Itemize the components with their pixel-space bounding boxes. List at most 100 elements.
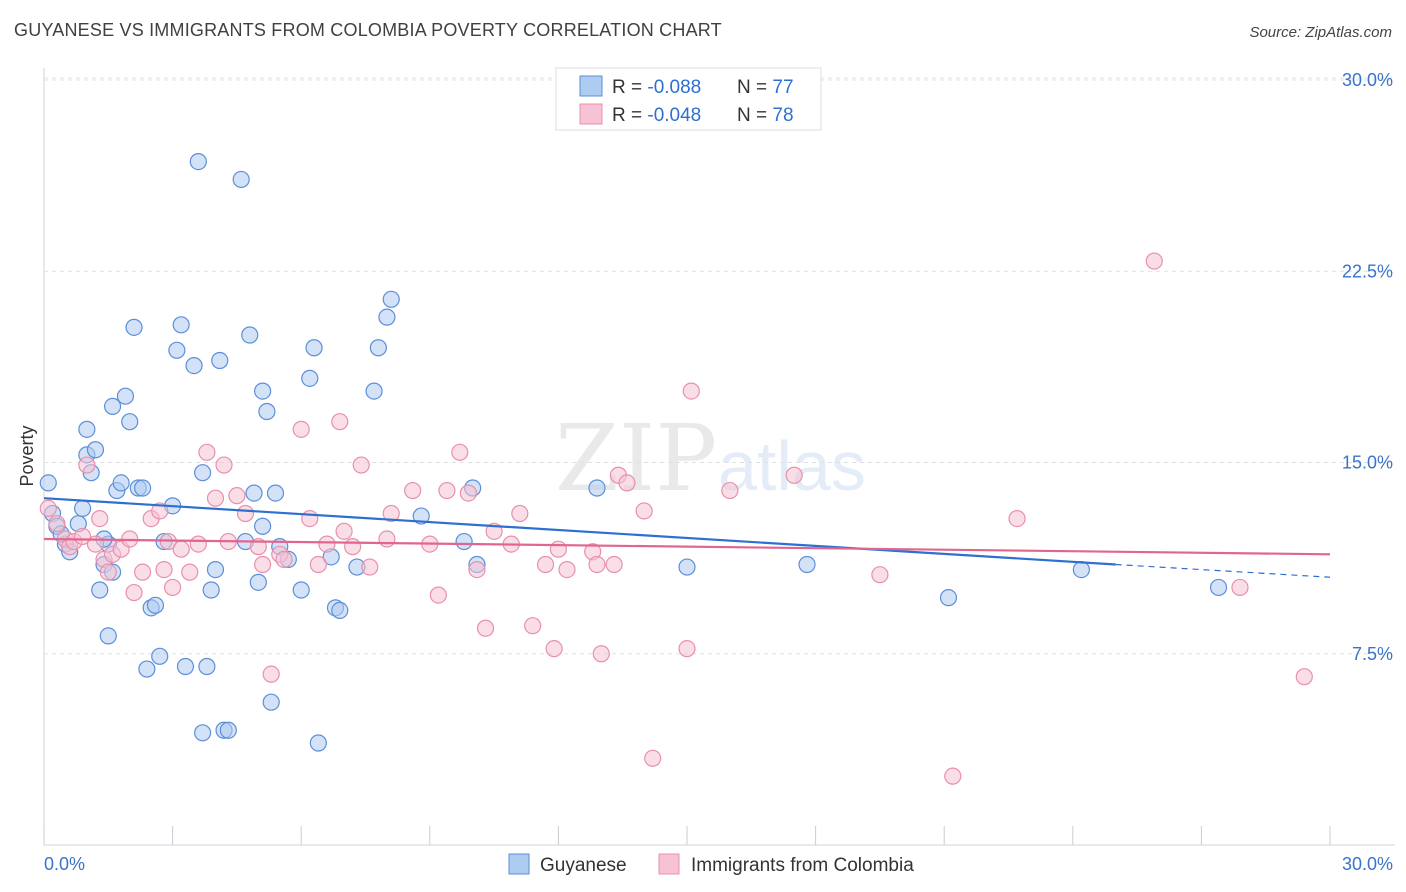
colombia-point-10: [99, 563, 117, 581]
guyanese-point-40: [202, 581, 220, 599]
guyanese-point-21: [116, 387, 135, 405]
colombia-point-52: [468, 560, 486, 579]
colombia-point-23: [189, 535, 207, 553]
gridlines: [44, 77, 1395, 655]
guyanese-point-60: [309, 734, 327, 752]
colombia-point-14: [125, 583, 143, 602]
colombia-point-65: [605, 555, 623, 574]
colombia-point-69: [644, 749, 662, 767]
y-tick-labels: 7.5% 15.0% 22.5% 30.0%: [1342, 70, 1393, 664]
guyanese-point-69: [412, 507, 430, 525]
guyanese-point-28: [151, 647, 169, 665]
colombia-point-26: [215, 456, 233, 474]
guyanese-point-27: [146, 596, 165, 614]
y-tick-label-0: 7.5%: [1352, 644, 1393, 664]
guyanese-point-32: [168, 341, 186, 359]
guyanese-point-77: [1072, 560, 1090, 579]
guyanese-point-50: [254, 517, 272, 535]
colombia-point-58: [536, 555, 555, 574]
colombia-point-35: [292, 420, 310, 438]
guyanese-point-59: [305, 339, 323, 357]
guyanese-point-48: [245, 484, 263, 502]
guyanese-point-75: [798, 555, 816, 574]
colombia-point-73: [785, 466, 803, 484]
chart-title: GUYANESE VS IMMIGRANTS FROM COLOMBIA POV…: [14, 20, 722, 40]
x-ticks: [43, 826, 1331, 845]
guyanese-point-58: [301, 369, 319, 387]
colombia-point-46: [404, 481, 422, 500]
x-tick-label-right: 30.0%: [1342, 854, 1393, 874]
colombia-point-63: [588, 555, 606, 574]
guyanese-point-12: [91, 581, 109, 599]
guyanese-point-23: [125, 318, 143, 336]
guyanese-point-67: [378, 308, 396, 326]
colombia-point-28: [228, 487, 246, 505]
colombia-point-70: [678, 640, 696, 658]
colombia-point-75: [944, 767, 962, 785]
guyanese-point-52: [258, 402, 276, 421]
watermark-zip: ZIP: [555, 405, 717, 512]
colombia-point-31: [254, 555, 272, 574]
trend-lines: [43, 497, 1331, 578]
guyanese-point-29: [138, 660, 156, 678]
colombia-point-79: [1295, 668, 1313, 686]
guyanese-point-53: [262, 693, 280, 711]
guyanese-point-39: [198, 657, 216, 676]
guyanese-point-33: [172, 316, 190, 334]
colombia-point-59: [545, 640, 563, 658]
guyanese-point-9: [78, 420, 96, 438]
colombia-point-25: [206, 489, 225, 507]
colombia-point-56: [511, 504, 529, 523]
colombia-point-49: [438, 481, 456, 500]
guyanese-point-47: [241, 326, 259, 344]
guyanese-point-37: [194, 724, 212, 742]
guyanese-trend-extension: [1115, 563, 1331, 578]
guyanese-point-11: [73, 499, 92, 517]
colombia-point-64: [592, 645, 610, 663]
colombia-point-71: [682, 382, 700, 400]
correlation-legend: R = -0.088 N = 77 R = -0.048 N = 78: [555, 67, 822, 131]
legend-row1-n: N = 77: [737, 77, 794, 98]
colombia-point-43: [361, 558, 379, 576]
guyanese-point-22: [121, 413, 139, 431]
watermark: ZIP atlas: [555, 405, 866, 512]
guyanese-trend-line: [43, 497, 1116, 566]
colombia-point-51: [459, 484, 477, 502]
colombia-point-60: [549, 540, 568, 558]
colombia-point-15: [133, 563, 152, 581]
colombia-point-72: [721, 481, 739, 500]
series-legend: Guyanese Immigrants from Colombia: [508, 853, 914, 876]
colombia-point-32: [262, 665, 280, 683]
bottom-legend-swatch-colombia: [658, 853, 680, 875]
guyanese-point-19: [99, 627, 117, 645]
colombia-point-1: [48, 515, 66, 533]
guyanese-point-18: [112, 474, 130, 492]
colombia-point-44: [378, 530, 396, 548]
colombia-point-50: [451, 443, 469, 461]
legend-row2-n: N = 78: [737, 105, 794, 126]
guyanese-point-70: [455, 532, 473, 551]
colombia-point-29: [236, 504, 255, 523]
guyanese-point-66: [369, 339, 387, 357]
colombia-point-0: [39, 499, 57, 517]
colombia-point-34: [275, 550, 293, 569]
guyanese-point-78: [1209, 578, 1228, 597]
y-tick-label-3: 30.0%: [1342, 70, 1393, 90]
colombia-point-17: [151, 502, 169, 520]
guyanese-point-63: [331, 601, 349, 620]
colombia-point-24: [198, 443, 216, 461]
colombia-point-6: [78, 456, 96, 474]
guyanese-point-35: [185, 357, 203, 375]
x-tick-label-left: 0.0%: [44, 854, 85, 874]
guyanese-point-68: [382, 290, 400, 308]
guyanese-point-54: [266, 484, 285, 502]
guyanese-point-36: [189, 153, 207, 171]
colombia-point-48: [429, 586, 447, 604]
guyanese-point-25: [133, 479, 152, 497]
colombia-point-77: [1145, 252, 1163, 270]
guyanese-point-42: [211, 351, 229, 370]
colombia-point-74: [871, 566, 889, 584]
y-axis-title: Poverty: [17, 425, 37, 486]
colombia-point-45: [382, 504, 400, 523]
